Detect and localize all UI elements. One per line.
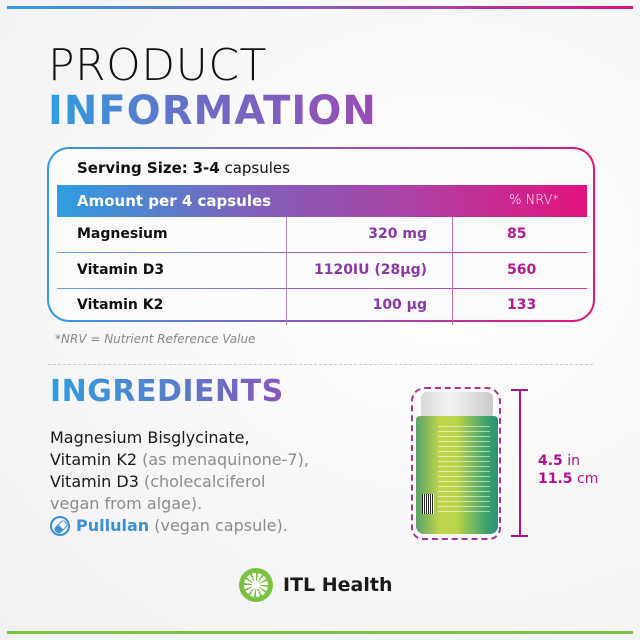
starburst-wheel-icon [239,568,273,602]
nutrient-nrv: 133 [507,297,537,313]
top-gradient-line [7,6,633,9]
header-amount: Amount per 4 capsules [77,192,272,210]
table-header: Amount per 4 capsules % NRV* [57,185,587,217]
nutrient-amount: 1120IU (28µg) [313,262,427,278]
brand-logo: ITL Health [239,568,392,602]
nutrient-name: Magnesium [77,226,168,242]
page-title-line1: PRODUCT [48,40,267,91]
nrv-footnote: *NRV = Nutrient Reference Value [55,332,256,346]
ingredients-list: Magnesium Bisglycinate, Vitamin K2 (as m… [50,427,380,537]
barcode-icon [422,494,434,514]
dimension-cap-bottom [511,535,528,537]
nutrient-nrv: 560 [507,262,537,278]
row-divider [57,288,587,289]
jar-label [416,416,498,534]
nutrition-table: Serving Size: 3-4 capsules Amount per 4 … [47,147,595,325]
nutrient-name: Vitamin K2 [77,297,164,313]
capsule-name: Pullulan [76,516,150,535]
ingredient-line: vegan from algae). [50,494,203,513]
brand-name: ITL Health [283,574,393,596]
bottom-green-line [7,631,633,634]
column-divider [452,217,453,325]
serving-value: 3-4 [192,159,220,177]
ingredient-line: Vitamin K2 (as menaquinone-7), [50,450,309,469]
table-row: Vitamin D3 1120IU (28µg) 560 [57,253,587,288]
ingredient-line: Vitamin D3 (cholecalciferol [50,472,266,491]
nutrient-amount: 320 mg [368,226,427,242]
ingredient-line: Magnesium Bisglycinate, [50,428,250,447]
nutrient-amount: 100 µg [372,297,427,313]
table-row: Magnesium 320 mg 85 [57,217,587,252]
capsule-line: Pullulan (vegan capsule). [50,515,380,537]
row-divider [57,252,587,253]
section-divider [48,364,593,365]
dimension-label: 4.5 in 11.5 cm [538,453,599,487]
capsule-detail: (vegan capsule). [149,516,288,535]
header-nrv: % NRV* [509,193,559,208]
product-jar-image [411,387,501,540]
serving-unit: capsules [224,159,290,177]
column-divider [286,217,287,325]
serving-label: Serving Size: [77,159,188,177]
ingredients-title: INGREDIENTS [50,374,284,409]
nutrient-nrv: 85 [507,226,527,242]
page-title-line2: INFORMATION [48,88,377,134]
capsule-icon [50,516,70,536]
jar-lid [421,392,493,416]
nutrient-name: Vitamin D3 [77,262,165,278]
table-row: Vitamin K2 100 µg 133 [57,288,587,323]
serving-size: Serving Size: 3-4 capsules [77,159,290,177]
dimension-line [519,390,521,536]
